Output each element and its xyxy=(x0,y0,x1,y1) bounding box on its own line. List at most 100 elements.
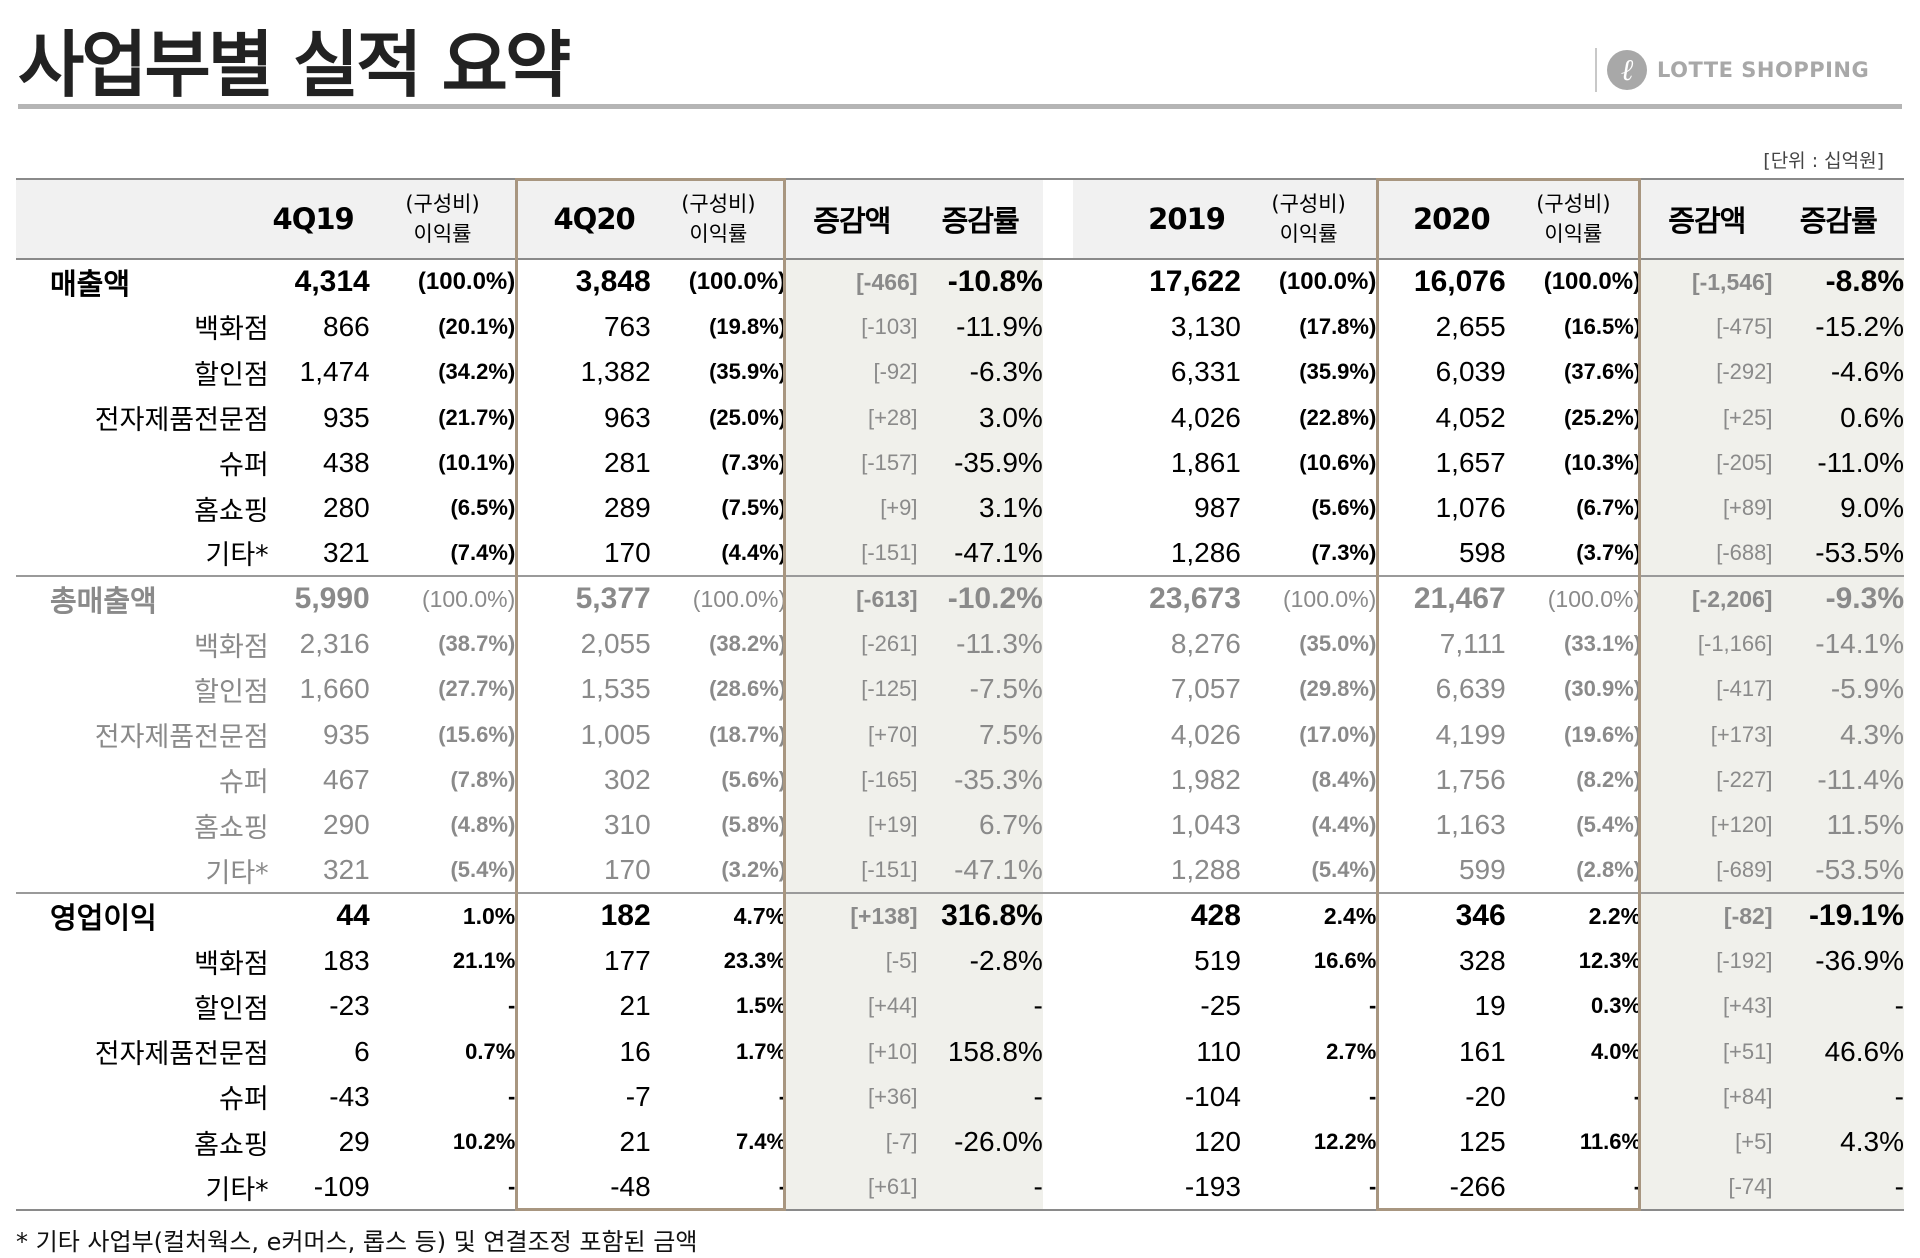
value-4q19: 935 xyxy=(323,718,370,750)
composition-4q20: 7.4% xyxy=(735,1129,787,1155)
value-4q19: 2,316 xyxy=(299,628,370,660)
table-row: 전자제품전문점 935 (15.6%) 1,005 (18.7%) [+70] 7.5% 4,… xyxy=(16,711,1904,758)
change-rate-q: -10.2% xyxy=(917,576,1043,622)
header-2019: 2019 xyxy=(1073,178,1241,260)
composition-2019: (29.8%) xyxy=(1299,676,1377,702)
column-gap xyxy=(1042,666,1074,712)
composition-2020: 0.3% xyxy=(1590,993,1642,1019)
value-2020: -20 xyxy=(1465,1080,1506,1112)
column-gap xyxy=(1042,440,1074,486)
composition-2019: (5.6%) xyxy=(1311,495,1377,521)
change-rate-q: -11.3% xyxy=(917,621,1043,667)
group-total-row: 매출액 4,314 (100.0%) 3,848 (100.0%) [-466] -10.8… xyxy=(16,259,1904,305)
composition-4q20: 23.3% xyxy=(723,948,787,974)
company-logo: ℓ LOTTE SHOPPING xyxy=(1595,48,1900,92)
composition-4q19: (15.6%) xyxy=(438,721,516,747)
composition-2019: (22.8%) xyxy=(1299,404,1377,430)
change-rate-y: 0.6% xyxy=(1772,394,1904,441)
value-2019: 1,288 xyxy=(1073,847,1241,895)
composition-2020: (10.3%) xyxy=(1564,449,1642,475)
composition-2019: (10.6%) xyxy=(1299,449,1377,475)
table-row: 전자제품전문점 935 (21.7%) 963 (25.0%) [+28] 3.0% 4,02… xyxy=(16,394,1904,441)
value-4q19: -23 xyxy=(329,990,370,1022)
composition-2019: (17.8%) xyxy=(1299,313,1377,339)
composition-2020: (19.6%) xyxy=(1564,721,1642,747)
value-2020: 346 xyxy=(1455,899,1506,933)
value-2020: 1,657 xyxy=(1435,446,1506,478)
change-amount-y: [+5] xyxy=(1641,1119,1773,1165)
change-rate-q: -26.0% xyxy=(917,1119,1043,1165)
change-amount-q: [+61] xyxy=(786,1164,918,1212)
change-amount-q: [+36] xyxy=(786,1074,918,1120)
page-title: 사업부별 실적 요약 xyxy=(18,23,571,107)
change-amount-y: [+120] xyxy=(1641,802,1773,848)
value-2019: 1,982 xyxy=(1170,763,1241,795)
table-row: 홈쇼핑 290 (4.8%) 310 (5.8%) [+19] 6.7% 1,043 (4.4%… xyxy=(16,802,1904,848)
composition-2019: - xyxy=(1368,993,1377,1019)
value-2019: 3,130 xyxy=(1170,310,1241,342)
composition-2019: 12.2% xyxy=(1313,1129,1377,1155)
composition-2020: - xyxy=(1633,1083,1642,1109)
change-amount-y: [-192] xyxy=(1641,938,1773,984)
value-2020: 1,756 xyxy=(1435,763,1506,795)
change-rate-y: -11.4% xyxy=(1772,757,1904,803)
value-4q19: 866 xyxy=(323,310,370,342)
column-gap xyxy=(1042,847,1074,895)
change-rate-q: -11.9% xyxy=(917,304,1043,350)
change-amount-y: [+173] xyxy=(1641,711,1773,758)
table-row: 할인점 -23-21 1.5% [+44] - -25-19 0.3% [+43] - xyxy=(16,983,1904,1030)
composition-4q20: (19.8%) xyxy=(709,313,787,339)
value-2020: 598 xyxy=(1376,530,1506,578)
value-4q19: 1,660 xyxy=(299,673,370,705)
composition-2019: (5.4%) xyxy=(1240,847,1377,895)
value-2019: 110 xyxy=(1196,1035,1241,1067)
group-total-row: 총매출액 5,990 (100.0%) 5,377 (100.0%) [-613] -10.… xyxy=(16,576,1904,622)
change-rate-y: -14.1% xyxy=(1772,621,1904,667)
table-row: 기타* -109- -48- [+61] - -193- -266- [-74] - xyxy=(16,1164,1904,1212)
change-rate-q: - xyxy=(917,983,1043,1030)
change-rate-q: -47.1% xyxy=(917,847,1043,895)
composition-4q20: (28.6%) xyxy=(709,676,787,702)
composition-4q19: (34.2%) xyxy=(438,359,516,385)
change-amount-q: [-103] xyxy=(786,304,918,350)
composition-4q19: - xyxy=(507,993,516,1019)
composition-2020: 2.2% xyxy=(1588,902,1642,929)
change-rate-y: 46.6% xyxy=(1772,1029,1904,1075)
change-amount-q: [+19] xyxy=(786,802,918,848)
value-2019: 23,673 xyxy=(1149,582,1241,616)
change-amount-q: [-125] xyxy=(786,666,918,712)
composition-4q19: (38.7%) xyxy=(438,631,516,657)
change-rate-y: -4.6% xyxy=(1772,349,1904,395)
value-2019: 987 xyxy=(1194,492,1241,524)
table-row: 백화점 866 (20.1%) 763 (19.8%) [-103] -11.9% 3,130… xyxy=(16,304,1904,350)
value-4q19: 5,990 xyxy=(294,582,370,616)
row-label: 기타* xyxy=(16,530,269,578)
table-row: 홈쇼핑 29 10.2% 21 7.4% [-7] -26.0% 120 12.2% 125 11.… xyxy=(16,1119,1904,1165)
change-rate-y: -5.9% xyxy=(1772,666,1904,712)
composition-4q20: (100.0%) xyxy=(688,268,787,296)
column-gap xyxy=(1042,530,1074,578)
column-gap xyxy=(1042,983,1074,1030)
value-2020: 7,111 xyxy=(1439,628,1506,660)
change-amount-q: [-165] xyxy=(786,757,918,803)
composition-2019: (7.3%) xyxy=(1240,530,1377,578)
footnote: * 기타 사업부(컬처웍스, e커머스, 롭스 등) 및 연결조정 포함된 금액 xyxy=(16,1228,698,1256)
value-2020: 6,639 xyxy=(1435,673,1506,705)
change-rate-q: 316.8% xyxy=(917,893,1043,939)
value-4q19: -109 xyxy=(268,1164,370,1212)
column-gap xyxy=(1042,711,1074,758)
change-rate-y: - xyxy=(1772,1074,1904,1120)
composition-4q20: (5.8%) xyxy=(721,812,787,838)
change-rate-q: -6.3% xyxy=(917,349,1043,395)
table-row: 백화점 2,316 (38.7%) 2,055 (38.2%) [-261] -11.3% 8… xyxy=(16,621,1904,667)
value-4q20: 302 xyxy=(603,763,651,795)
composition-4q20: (18.7%) xyxy=(709,721,787,747)
composition-4q20: - xyxy=(650,1164,787,1212)
composition-2019: (8.4%) xyxy=(1311,766,1377,792)
composition-2020: (16.5%) xyxy=(1564,313,1642,339)
composition-4q20: (4.4%) xyxy=(650,530,787,578)
header-4q19: 4Q19 xyxy=(268,178,370,260)
value-4q20: 3,848 xyxy=(575,265,651,299)
composition-4q19: 1.0% xyxy=(462,902,516,929)
composition-2020: - xyxy=(1505,1164,1642,1212)
